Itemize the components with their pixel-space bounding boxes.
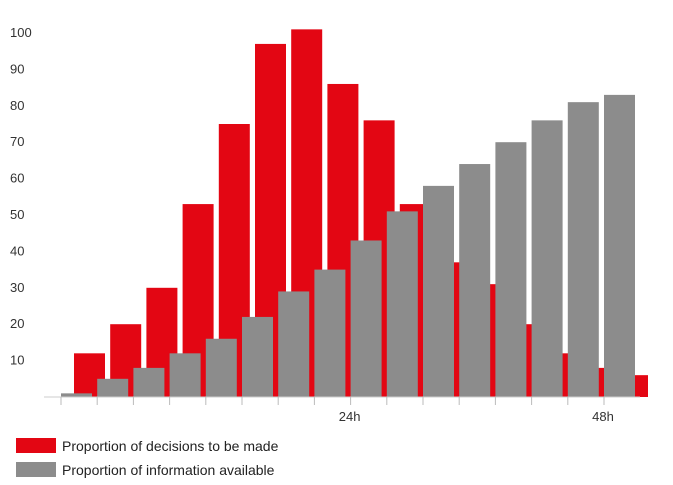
y-tick-label: 30 (10, 280, 24, 295)
bar-information (133, 367, 165, 397)
bar-information (169, 353, 201, 397)
bar-chart: 100 90 80 70 60 50 40 30 20 10 24h 48h (10, 25, 648, 424)
legend-swatch-information (16, 462, 56, 477)
y-tick-label: 50 (10, 207, 24, 222)
bar-information (278, 291, 310, 397)
bar-information (242, 316, 273, 397)
bar-information (97, 378, 129, 397)
y-tick-label: 100 (10, 25, 32, 40)
bar-information (350, 240, 382, 397)
y-tick-label: 60 (10, 171, 24, 186)
legend-item-decisions: Proportion of decisions to be made (16, 437, 278, 454)
bar-information (423, 185, 454, 397)
bar-information (531, 120, 563, 398)
y-tick-label: 70 (10, 134, 24, 149)
bar-information (314, 269, 346, 397)
bar-information (205, 338, 237, 397)
y-tick-label: 90 (10, 61, 24, 76)
bar-information (604, 94, 635, 397)
series-information-bars (61, 94, 635, 398)
legend-label-decisions: Proportion of decisions to be made (62, 437, 279, 454)
bar-information (459, 164, 491, 397)
legend-item-information: Proportion of information available (16, 461, 278, 478)
bar-information (567, 102, 599, 397)
x-axis-ticks (60, 397, 605, 405)
x-axis-tick-labels: 24h 48h (339, 409, 614, 424)
legend-label-information: Proportion of information available (62, 461, 275, 478)
x-tick-label: 24h (339, 409, 361, 424)
bar-information (61, 393, 92, 397)
y-tick-label: 20 (10, 316, 24, 331)
legend: Proportion of decisions to be made Propo… (16, 437, 278, 485)
legend-swatch-decisions (16, 438, 56, 453)
bar-information (386, 211, 418, 397)
y-tick-label: 40 (10, 243, 24, 258)
bar-information (495, 142, 527, 397)
x-tick-label: 48h (592, 409, 614, 424)
y-tick-label: 10 (10, 353, 24, 368)
y-axis-tick-labels: 100 90 80 70 60 50 40 30 20 10 (10, 25, 32, 368)
y-tick-label: 80 (10, 98, 24, 113)
